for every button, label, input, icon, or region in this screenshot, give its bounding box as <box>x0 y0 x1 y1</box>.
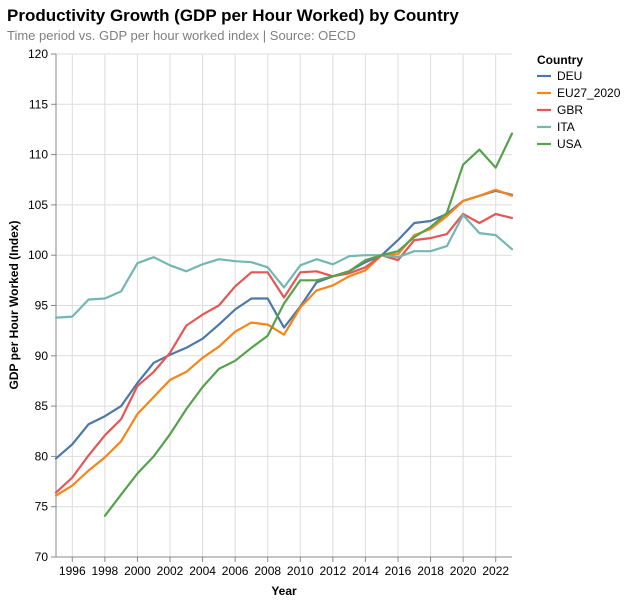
x-tick-label: 2004 <box>189 564 216 578</box>
x-tick-label: 2012 <box>320 564 347 578</box>
x-tick-label: 2010 <box>287 564 314 578</box>
legend-label: GBR <box>557 103 583 117</box>
legend-label: DEU <box>557 69 582 83</box>
y-tick-label: 120 <box>28 47 48 61</box>
x-tick-label: 2018 <box>417 564 444 578</box>
y-tick-label: 110 <box>29 148 48 162</box>
y-tick-label: 115 <box>29 97 48 111</box>
series-line-deu <box>54 189 514 460</box>
legend-label: ITA <box>557 120 575 134</box>
x-tick-label: 2006 <box>222 564 249 578</box>
x-tick-label: 2002 <box>157 564 184 578</box>
series-line-ita <box>54 213 514 319</box>
legend-label: USA <box>557 137 582 151</box>
series-line-gbr <box>54 212 514 494</box>
series-line-eu27-2020 <box>54 188 514 497</box>
series-lines <box>54 132 514 517</box>
y-tick-label: 105 <box>28 198 48 212</box>
y-tick-label: 90 <box>35 349 49 363</box>
x-tick-label: 1996 <box>59 564 86 578</box>
axes: 70 75 80 85 90 95 100 105 110 115 120 1996 1998 2000 2… <box>28 47 512 578</box>
x-axis-label: Year <box>271 584 297 598</box>
series-line-usa <box>103 132 514 517</box>
y-tick-label: 70 <box>35 550 49 564</box>
y-tick-label: 80 <box>35 449 49 463</box>
chart-subtitle: Time period vs. GDP per hour worked inde… <box>7 28 356 43</box>
y-axis-label: GDP per Hour Worked (Index) <box>7 221 21 390</box>
x-tick-label: 2016 <box>385 564 412 578</box>
x-tick-label: 1998 <box>92 564 119 578</box>
x-tick-label: 2020 <box>450 564 477 578</box>
x-tick-label: 2000 <box>124 564 151 578</box>
y-tick-label: 85 <box>35 399 49 413</box>
legend-label: EU27_2020 <box>557 86 621 100</box>
legend-title: Country <box>537 53 583 67</box>
y-tick-label: 75 <box>35 500 49 514</box>
x-tick-label: 2022 <box>482 564 509 578</box>
y-tick-label: 95 <box>35 299 49 313</box>
legend: Country DEU EU27_2020 GBR ITA USA <box>537 53 621 151</box>
x-tick-label: 2008 <box>254 564 281 578</box>
y-tick-label: 100 <box>28 248 48 262</box>
chart-title: Productivity Growth (GDP per Hour Worked… <box>7 6 459 25</box>
x-tick-label: 2014 <box>352 564 379 578</box>
